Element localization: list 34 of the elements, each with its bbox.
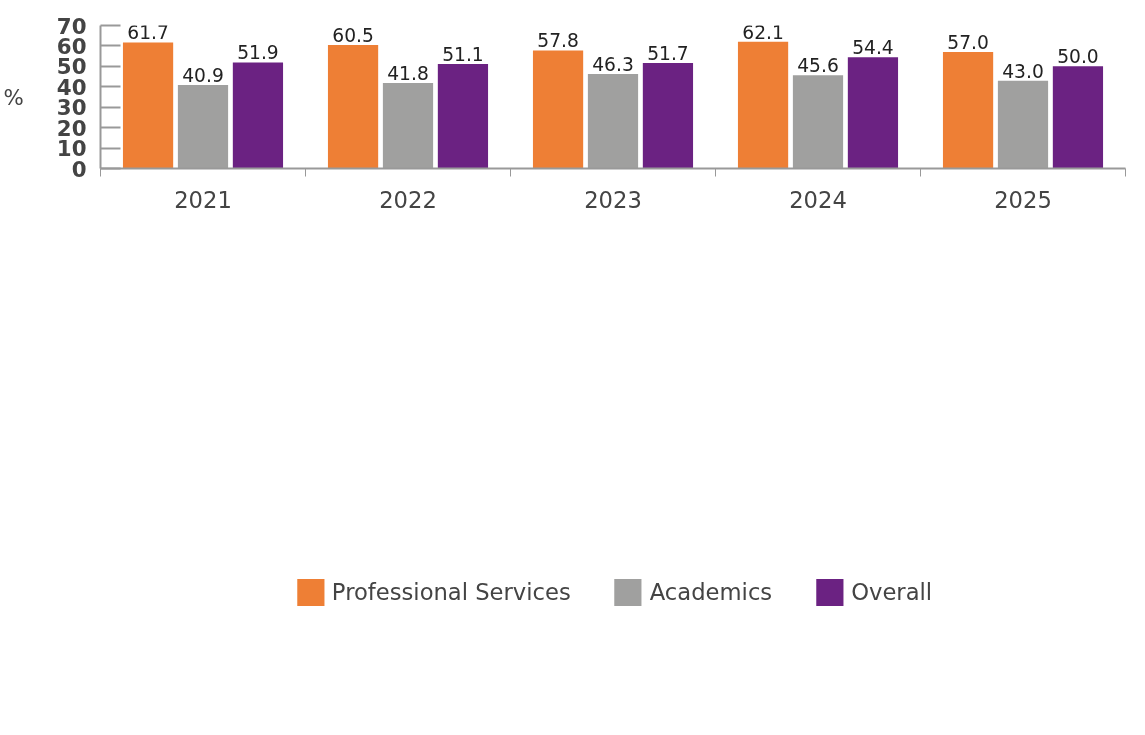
bar [232, 62, 284, 169]
text: 46.3 [592, 53, 634, 75]
legend-label: Professional Services [331, 577, 571, 607]
x-tick-label: 2025 [994, 186, 1052, 213]
bar [1052, 66, 1104, 169]
text: 43.0 [1002, 60, 1044, 82]
text: 57.0 [947, 32, 989, 54]
text: 41.8 [387, 63, 429, 85]
text: 40.9 [182, 64, 224, 86]
legend-label: Overall [851, 577, 933, 607]
text: 54.4 [852, 37, 894, 59]
y-axis-title: % [3, 84, 24, 110]
bar [532, 50, 584, 169]
x-tick-label: 2022 [379, 186, 437, 213]
legend-label: Academics [649, 577, 773, 607]
text: 51.9 [237, 42, 279, 64]
text: 45.6 [797, 55, 839, 77]
text: 50.0 [1057, 46, 1099, 68]
text: 57.8 [537, 30, 579, 52]
text: 51.7 [647, 42, 689, 64]
bar [847, 57, 899, 169]
x-tick-label: 2023 [584, 186, 642, 213]
bar [737, 41, 789, 169]
bar [437, 64, 489, 169]
x-tick-label: 2021 [174, 186, 232, 213]
bar [642, 62, 694, 169]
x-tick-label: 2024 [789, 186, 847, 213]
text: 61.7 [127, 22, 169, 44]
bar [122, 42, 174, 169]
text: 62.1 [742, 21, 784, 43]
bar [327, 44, 379, 169]
text: 60.5 [332, 24, 374, 46]
bar [942, 52, 994, 169]
text: 51.1 [442, 44, 484, 66]
